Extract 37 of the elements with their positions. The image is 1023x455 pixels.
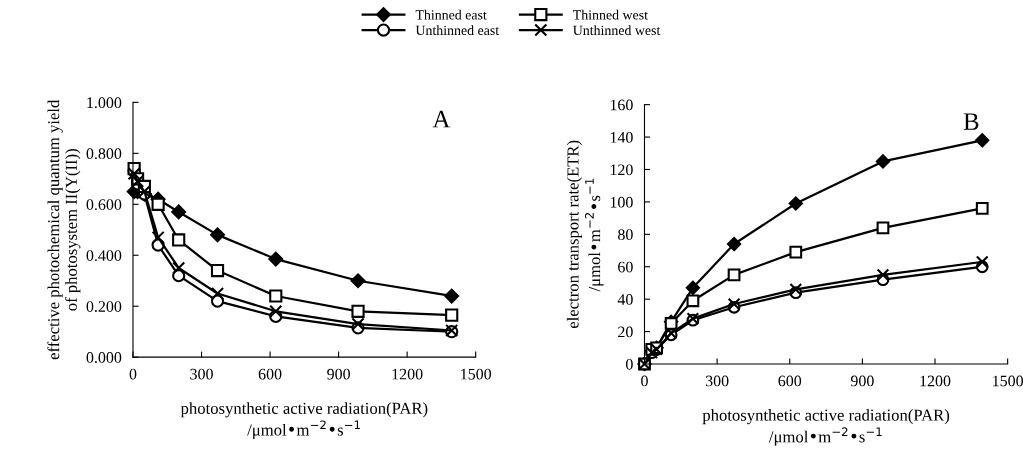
x-tick-label: 0 — [641, 375, 648, 387]
annotation: A — [432, 110, 451, 128]
x-tick-label: 900 — [850, 375, 874, 387]
x-tick-label: 600 — [258, 368, 282, 380]
legend-label: Thinned east — [415, 9, 487, 20]
x-axis-title: photosynthetic active radiation(PAR) /μmol•m$^{−2}$•s$^{−1}$ — [180, 402, 428, 440]
legend-label: Thinned west — [573, 9, 648, 20]
x-tick-label: 900 — [327, 368, 350, 380]
x-tick-label: 300 — [705, 375, 729, 387]
y-tick-label: 120 — [610, 164, 633, 176]
y-tick-label: 160 — [610, 99, 633, 111]
y-tick-label: 80 — [618, 229, 633, 241]
annotation: B — [963, 113, 979, 130]
y-tick-label: 140 — [610, 131, 633, 143]
y-axis-title: effective photochemical quantum yield of photosystem II(Y(II)) — [47, 99, 81, 360]
y-tick-label: 0.600 — [86, 199, 122, 211]
legend-label: Unthinned east — [415, 25, 500, 36]
x-tick-label: 0 — [129, 368, 137, 380]
y-tick-label: 0.800 — [86, 148, 122, 160]
x-tick-label: 600 — [778, 375, 802, 387]
y-tick-label: 0.200 — [86, 301, 122, 312]
x-tick-label: 300 — [190, 368, 213, 380]
y-tick-label: 20 — [618, 326, 633, 338]
x-axis-title: photosynthetic active radiation(PAR) /μmol•m$^{−2}$•s$^{−1}$ — [702, 409, 950, 446]
y-tick-label: 0 — [626, 358, 633, 370]
legend-label: Unthinned west — [573, 25, 661, 36]
y-tick-label: 0.000 — [86, 352, 122, 363]
x-tick-label: 1500 — [993, 375, 1023, 387]
x-tick-label: 1500 — [461, 368, 492, 380]
y-tick-label: 100 — [610, 196, 633, 208]
x-tick-label: 1200 — [920, 375, 951, 387]
x-tick-label: 1200 — [392, 368, 423, 380]
y-tick-label: 60 — [618, 261, 633, 273]
y-tick-label: 40 — [617, 294, 633, 305]
y-tick-label: 0.400 — [86, 250, 122, 262]
y-axis-title: electron transport rate(ETR) /μmol•m$^{−2}$•s$^{−1}$ — [566, 140, 604, 329]
y-tick-label: 1.000 — [87, 97, 122, 109]
